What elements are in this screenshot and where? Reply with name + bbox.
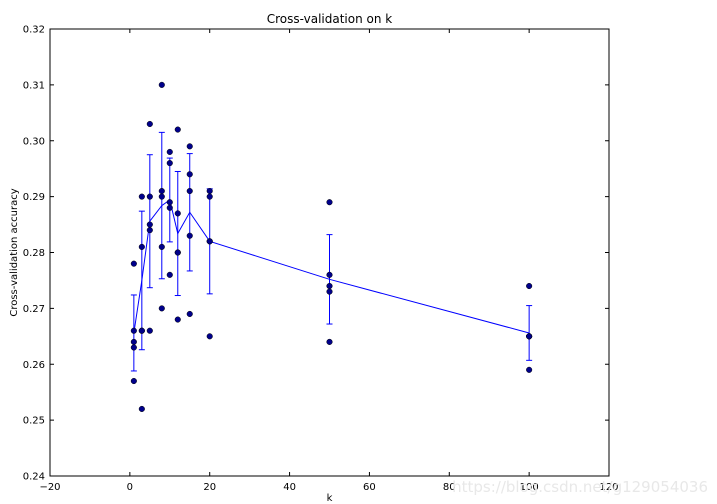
y-tick-label: 0.24 <box>23 472 45 483</box>
plot-area <box>130 81 533 413</box>
scatter-point <box>326 199 333 206</box>
scatter-point <box>186 187 193 195</box>
scatter-point <box>206 193 213 200</box>
scatter-point <box>326 282 333 290</box>
scatter-point <box>158 81 165 88</box>
scatter-point <box>186 143 193 150</box>
scatter-point <box>130 377 137 385</box>
x-axis-label: k <box>327 493 333 504</box>
axis-ticks: −20 0 20 40 60 80 100 120 0.24 0.25 0.26 0.27 0.28 0.… <box>23 25 619 494</box>
y-tick-label: 0.29 <box>23 192 45 203</box>
scatter-point <box>146 120 153 128</box>
y-tick-label: 0.32 <box>23 25 45 36</box>
scatter-point <box>158 305 165 312</box>
scatter-point <box>158 243 165 250</box>
y-axis-label: Cross-validation accuracy <box>9 188 20 316</box>
x-tick-label: 0 <box>127 482 133 493</box>
scatter-point <box>174 210 181 217</box>
mean-accuracy-line <box>133 199 530 334</box>
x-tick-label: 40 <box>283 482 296 493</box>
scatter-point <box>186 232 193 239</box>
scatter-point <box>138 327 145 334</box>
scatter-point <box>166 199 173 206</box>
scatter-point <box>166 160 173 167</box>
scatter-point <box>326 271 333 278</box>
y-tick-label: 0.27 <box>23 304 45 315</box>
scatter-point <box>158 187 165 195</box>
x-tick-label: 80 <box>443 482 456 493</box>
scatter-point <box>206 333 213 340</box>
scatter-point <box>166 148 173 155</box>
scatter-point <box>174 316 181 323</box>
scatter-point <box>146 327 153 334</box>
scatter-point <box>138 193 145 200</box>
x-tick-label: 120 <box>599 482 618 493</box>
scatter-point <box>138 243 145 250</box>
scatter-point <box>158 193 165 200</box>
scatter-point <box>326 338 333 345</box>
scatter-point <box>174 126 181 133</box>
scatter-point <box>174 249 181 256</box>
scatter-point <box>186 310 193 318</box>
y-tick-label: 0.31 <box>23 80 45 91</box>
chart-title: Cross-validation on k <box>267 12 393 26</box>
scatter-point <box>526 366 533 373</box>
scatter-point <box>130 344 137 351</box>
x-tick-label: −20 <box>39 482 60 493</box>
scatter-point <box>146 193 153 200</box>
scatter-point <box>526 333 533 340</box>
scatter-point <box>206 238 213 245</box>
scatter-point <box>146 221 153 228</box>
scatter-point <box>130 327 137 334</box>
scatter-point <box>130 260 137 267</box>
y-tick-label: 0.26 <box>23 360 45 371</box>
scatter-point <box>138 405 145 413</box>
scatter-point <box>326 288 333 295</box>
scatter-point <box>166 204 173 211</box>
y-tick-label: 0.28 <box>23 248 45 259</box>
scatter-point <box>146 227 153 234</box>
scatter-point <box>206 187 213 195</box>
scatter-point <box>526 282 533 290</box>
x-tick-label: 100 <box>520 482 539 493</box>
scatter-point <box>186 171 193 178</box>
y-tick-label: 0.30 <box>23 136 45 147</box>
scatter-point <box>166 271 173 278</box>
x-tick-label: 60 <box>363 482 376 493</box>
x-tick-label: 20 <box>203 482 216 493</box>
watermark-text: https://blog.csdn.net/g129054036 <box>452 478 708 496</box>
y-tick-label: 0.25 <box>23 416 45 427</box>
scatter-point <box>130 338 137 345</box>
